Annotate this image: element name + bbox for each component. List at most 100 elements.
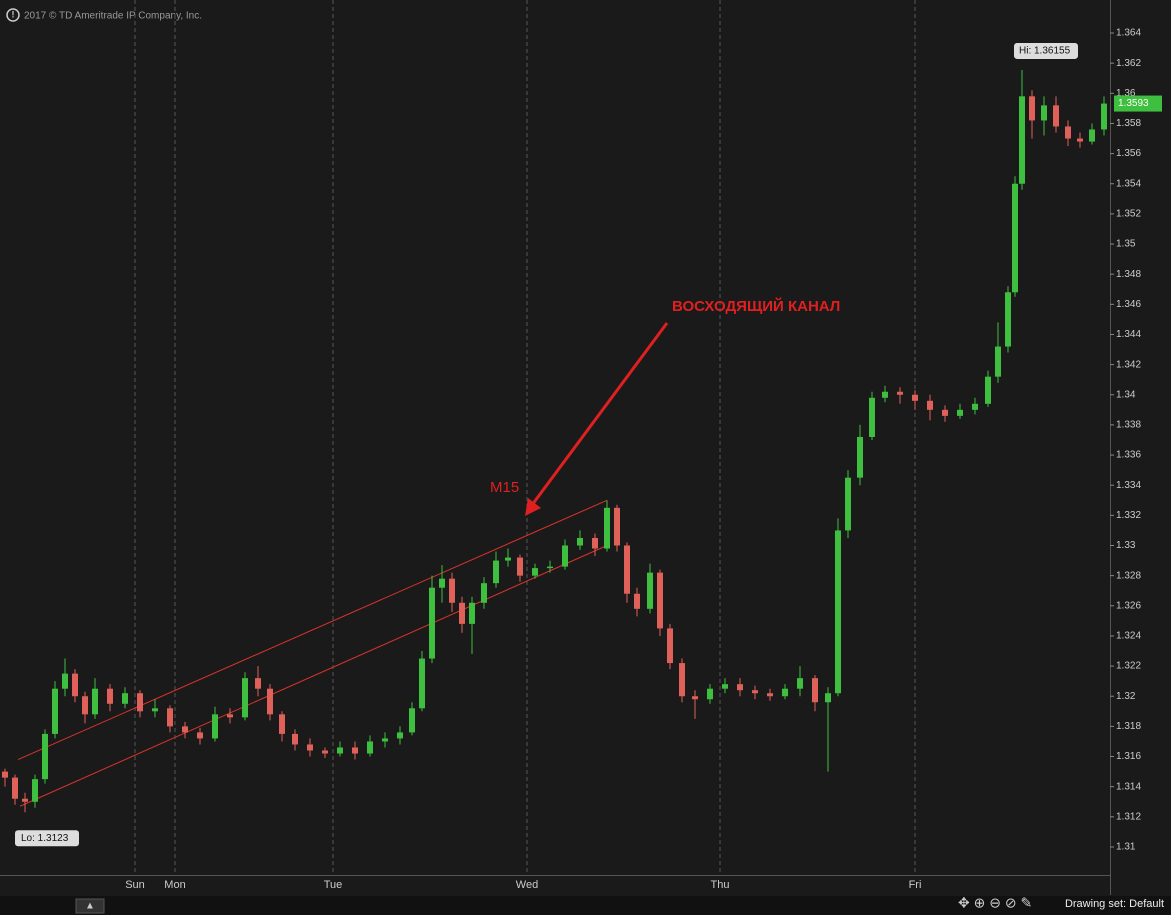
candle-body [782, 688, 788, 697]
x-tick-label: Mon [164, 879, 185, 891]
info-icon[interactable] [6, 8, 20, 22]
candle-body [869, 397, 875, 437]
candle-body [52, 688, 58, 734]
y-tick-label: 1.362 [1116, 58, 1141, 69]
candle-body [1065, 126, 1071, 139]
candle-body [825, 693, 831, 703]
candle-body [614, 507, 620, 546]
y-tick-label: 1.364 [1116, 28, 1141, 39]
candle-body [857, 436, 863, 478]
candle-body [337, 747, 343, 754]
candle-body [1101, 103, 1107, 130]
y-tick-label: 1.324 [1116, 631, 1141, 642]
candle-body [942, 409, 948, 416]
y-tick-label: 1.33 [1116, 540, 1136, 551]
candle-body [1077, 138, 1083, 142]
candle-body [279, 714, 285, 734]
candle-body [72, 673, 78, 697]
candle-body [647, 572, 653, 609]
x-tick-label: Sun [125, 879, 145, 891]
candle-body [82, 696, 88, 715]
candle-body [562, 545, 568, 567]
candle-body [722, 684, 728, 689]
candle-body [92, 688, 98, 715]
candle-body [604, 507, 610, 549]
y-tick-label: 1.318 [1116, 721, 1141, 732]
candle-body [1089, 129, 1095, 142]
candle-body [137, 693, 143, 712]
candle-body [517, 557, 523, 576]
candle-body [242, 678, 248, 718]
candle-body [197, 732, 203, 739]
candle-body [752, 690, 758, 694]
y-tick-label: 1.328 [1116, 570, 1141, 581]
info-icon-mark: ! [12, 9, 15, 19]
candle-body [972, 403, 978, 410]
candle-body [812, 678, 818, 703]
candle-body [307, 744, 313, 751]
candle-body [1053, 105, 1059, 127]
trendline [17, 499, 608, 760]
candle-body [505, 557, 511, 561]
drawing-set[interactable]: Drawing set: Default [1065, 898, 1164, 910]
y-tick-label: 1.314 [1116, 781, 1141, 792]
hi-label: Hi: 1.36155 [1019, 46, 1071, 57]
annotation: ВОСХОДЯЩИЙ КАНАЛ [672, 297, 840, 315]
y-tick-label: 1.354 [1116, 178, 1141, 189]
candle-body [382, 738, 388, 742]
candle-body [634, 593, 640, 609]
candle-body [2, 771, 8, 778]
candle-body [835, 530, 841, 694]
candle-body [957, 409, 963, 416]
toolbar-icons[interactable]: ✥ ⊕ ⊖ ⊘ ✎ [958, 895, 1032, 911]
x-tick-label: Wed [516, 879, 538, 891]
y-tick-label: 1.348 [1116, 269, 1141, 280]
candle-body [12, 777, 18, 799]
candle-body [62, 673, 68, 689]
y-tick-label: 1.326 [1116, 600, 1141, 611]
candle-body [1041, 105, 1047, 121]
candle-body [352, 747, 358, 754]
y-tick-label: 1.31 [1116, 842, 1136, 853]
y-tick-label: 1.338 [1116, 420, 1141, 431]
candle-body [845, 477, 851, 531]
y-tick-label: 1.356 [1116, 148, 1141, 159]
candle-body [797, 678, 803, 689]
last-price-box [1114, 95, 1162, 112]
candle-body [459, 602, 465, 624]
candle-body [882, 391, 888, 398]
candle-body [449, 578, 455, 603]
candle-body [152, 708, 158, 712]
candle-body [493, 560, 499, 584]
candle-body [167, 708, 173, 727]
scroll-icon: ▲ [85, 901, 95, 912]
candle-body [767, 693, 773, 697]
candle-body [667, 628, 673, 664]
candle-body [182, 726, 188, 733]
candle-body [547, 566, 553, 569]
candle-body [227, 714, 233, 718]
y-tick-label: 1.316 [1116, 751, 1141, 762]
candle-body [481, 583, 487, 603]
candle-body [692, 696, 698, 700]
candle-body [255, 678, 261, 689]
y-tick-label: 1.342 [1116, 359, 1141, 370]
y-tick-label: 1.336 [1116, 450, 1141, 461]
candle-body [267, 688, 273, 715]
candle-body [212, 714, 218, 739]
candle-body [22, 798, 28, 802]
y-tick-label: 1.312 [1116, 811, 1141, 822]
y-tick-label: 1.334 [1116, 480, 1141, 491]
y-tick-label: 1.34 [1116, 389, 1136, 400]
toolbar [0, 896, 1171, 915]
y-tick-label: 1.36 [1116, 88, 1136, 99]
candle-body [107, 688, 113, 704]
arrow [530, 322, 669, 506]
scroll-button[interactable] [75, 898, 105, 914]
candle-body [122, 693, 128, 704]
x-tick-label: Fri [909, 879, 922, 891]
candle-body [32, 779, 38, 802]
